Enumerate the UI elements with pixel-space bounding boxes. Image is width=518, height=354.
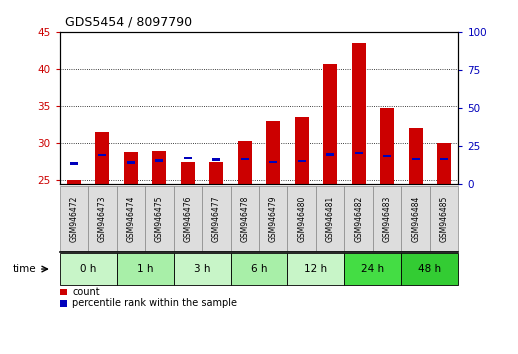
Text: GSM946477: GSM946477 bbox=[212, 195, 221, 242]
Bar bbox=[181, 162, 195, 184]
Bar bbox=[440, 158, 448, 160]
Text: 0 h: 0 h bbox=[80, 264, 96, 274]
Text: GSM946485: GSM946485 bbox=[440, 195, 449, 242]
Text: GSM946475: GSM946475 bbox=[155, 195, 164, 242]
Text: 1 h: 1 h bbox=[137, 264, 153, 274]
Text: count: count bbox=[72, 287, 100, 297]
Text: GSM946484: GSM946484 bbox=[411, 195, 420, 242]
Text: GSM946481: GSM946481 bbox=[326, 195, 335, 242]
Bar bbox=[326, 153, 334, 156]
Text: GSM946480: GSM946480 bbox=[297, 195, 306, 242]
Bar bbox=[95, 132, 109, 184]
Bar bbox=[70, 162, 78, 165]
Bar bbox=[269, 160, 277, 163]
Bar bbox=[383, 155, 391, 157]
Text: 24 h: 24 h bbox=[362, 264, 384, 274]
Bar bbox=[98, 154, 106, 156]
Bar bbox=[380, 108, 394, 184]
Bar bbox=[212, 158, 220, 161]
Text: GSM946476: GSM946476 bbox=[183, 195, 192, 242]
Bar bbox=[298, 160, 306, 162]
Text: GSM946472: GSM946472 bbox=[69, 195, 78, 242]
Bar bbox=[409, 129, 423, 184]
Text: 3 h: 3 h bbox=[194, 264, 210, 274]
Bar bbox=[238, 141, 252, 184]
Bar bbox=[355, 152, 363, 154]
Bar bbox=[437, 143, 451, 184]
Text: GSM946482: GSM946482 bbox=[354, 195, 363, 242]
Bar bbox=[152, 151, 166, 184]
Text: 6 h: 6 h bbox=[251, 264, 267, 274]
Bar bbox=[67, 181, 81, 184]
Text: GSM946473: GSM946473 bbox=[98, 195, 107, 242]
Bar bbox=[323, 64, 337, 184]
Text: 12 h: 12 h bbox=[305, 264, 327, 274]
Text: percentile rank within the sample: percentile rank within the sample bbox=[72, 298, 237, 308]
Bar bbox=[155, 159, 163, 162]
Bar bbox=[184, 157, 192, 159]
Bar bbox=[127, 161, 135, 164]
Bar bbox=[412, 158, 420, 160]
Text: GSM946474: GSM946474 bbox=[126, 195, 135, 242]
Bar bbox=[209, 162, 223, 184]
Text: time: time bbox=[13, 264, 37, 274]
Bar bbox=[352, 43, 366, 184]
Text: GDS5454 / 8097790: GDS5454 / 8097790 bbox=[65, 15, 192, 28]
Bar bbox=[295, 117, 309, 184]
Text: GSM946478: GSM946478 bbox=[240, 195, 249, 242]
Text: GSM946479: GSM946479 bbox=[269, 195, 278, 242]
Bar bbox=[266, 121, 280, 184]
Bar bbox=[241, 158, 249, 160]
Text: 48 h: 48 h bbox=[419, 264, 441, 274]
Text: GSM946483: GSM946483 bbox=[383, 195, 392, 242]
Bar bbox=[124, 152, 138, 184]
